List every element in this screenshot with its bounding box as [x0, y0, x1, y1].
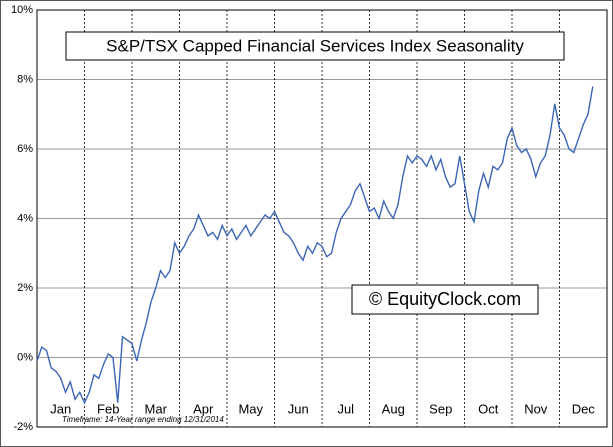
x-tick-label: Feb	[97, 401, 119, 416]
x-tick-label: Nov	[524, 401, 548, 416]
watermark-box	[351, 284, 539, 315]
watermark: © EquityClock.com	[369, 289, 521, 309]
x-tick-label: Dec	[572, 401, 596, 416]
plot-area	[36, 9, 608, 428]
x-tick-label: Aug	[382, 401, 405, 416]
y-tick-label: -2%	[13, 421, 33, 433]
x-tick-label: Jul	[337, 401, 354, 416]
x-tick-label: May	[238, 401, 263, 416]
series-line	[36, 86, 594, 405]
y-tick-label: 6%	[17, 143, 33, 155]
y-tick-label: 0%	[17, 351, 33, 363]
y-tick-label: 2%	[17, 282, 33, 294]
x-tick-label: Jun	[288, 401, 309, 416]
x-tick-label: Sep	[429, 401, 452, 416]
footnote: Timeframe: 14-Year range ending 12/31/20…	[62, 415, 224, 424]
x-tick-label: Apr	[193, 401, 214, 416]
title-box	[65, 31, 565, 61]
y-tick-label: 8%	[17, 73, 33, 85]
x-tick-label: Oct	[478, 401, 499, 416]
x-tick-label: Mar	[145, 401, 168, 416]
chart-title: S&P/TSX Capped Financial Services Index …	[106, 36, 524, 55]
y-tick-label: 10%	[11, 4, 33, 16]
y-tick-label: 4%	[17, 212, 33, 224]
x-tick-label: Jan	[50, 401, 71, 416]
